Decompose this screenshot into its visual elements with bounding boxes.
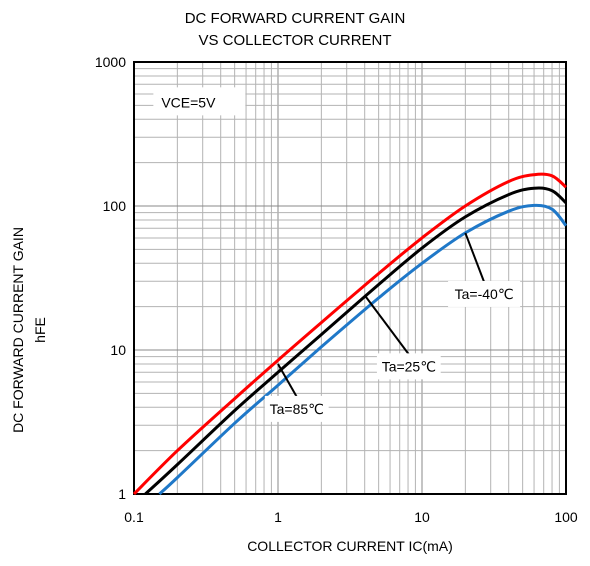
y-tick-label: 100 [103,198,127,214]
x-tick-label: 100 [554,509,578,525]
annotation-label: Ta=-40℃ [455,286,514,302]
chart-title-line-2: VS COLLECTOR CURRENT [198,32,392,49]
annotation-leader [363,294,410,355]
x-tick-label: 1 [274,509,282,525]
x-axis-label: COLLECTOR CURRENT IC(mA) [247,538,453,554]
series-line [158,203,568,496]
y-tick-label: 1000 [95,54,126,70]
plot-frame [133,61,567,495]
y-tick-label: 10 [110,342,126,358]
annotation-leader [464,232,486,283]
series-line [144,186,568,496]
y-tick-label: 1 [118,486,126,502]
annotation-label: Ta=25℃ [382,358,436,374]
condition-label: VCE=5V [161,94,216,110]
series-line [132,172,568,496]
chart-title-line-1: DC FORWARD CURRENT GAIN [184,10,406,27]
x-tick-label: 0.1 [124,509,144,525]
annotation-label: Ta=85℃ [270,401,324,417]
condition-label-box [153,87,246,116]
x-tick-label: 10 [414,509,430,525]
annotation-box [376,353,441,380]
annotation-box [264,395,329,422]
annotation-leader [277,363,298,398]
annotation-box [448,280,521,307]
